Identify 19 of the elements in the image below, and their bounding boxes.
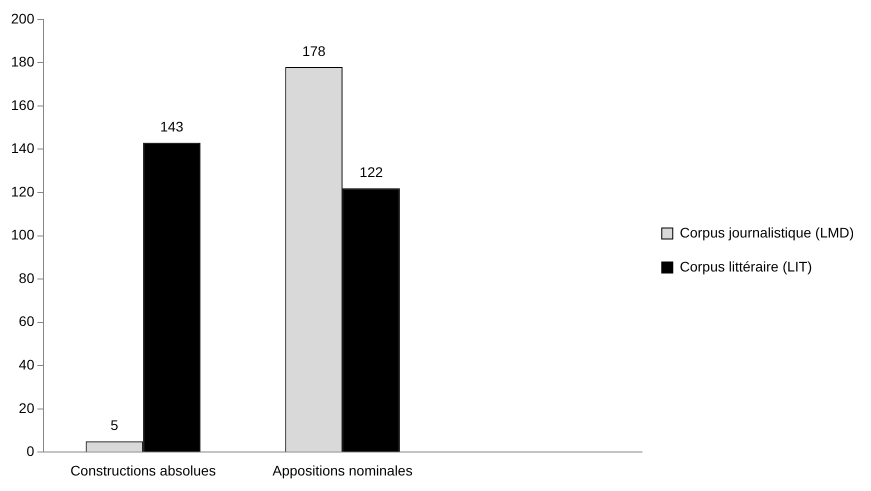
x-tick-label: Constructions absolues: [70, 462, 216, 478]
y-tick-label: 100: [11, 226, 35, 243]
y-tick-label: 160: [11, 96, 35, 113]
x-tick-label: Appositions nominales: [272, 462, 413, 478]
data-label: 178: [302, 42, 326, 59]
y-tick-label: 0: [26, 443, 35, 460]
legend-label: Corpus littéraire (LIT): [680, 258, 812, 274]
y-tick-label: 180: [11, 54, 35, 70]
y-tick-label: 120: [11, 183, 35, 200]
y-tick-label: 40: [18, 356, 35, 372]
data-label: 122: [360, 164, 384, 180]
data-label: 5: [110, 417, 119, 434]
y-tick-label: 140: [11, 140, 35, 156]
y-tick-label: 60: [18, 313, 35, 330]
legend-label: Corpus journalistique (LMD): [680, 224, 854, 240]
y-tick-label: 200: [11, 10, 35, 26]
y-tick-label: 20: [18, 400, 35, 416]
y-tick-label: 80: [18, 270, 35, 286]
data-label: 143: [160, 118, 184, 135]
